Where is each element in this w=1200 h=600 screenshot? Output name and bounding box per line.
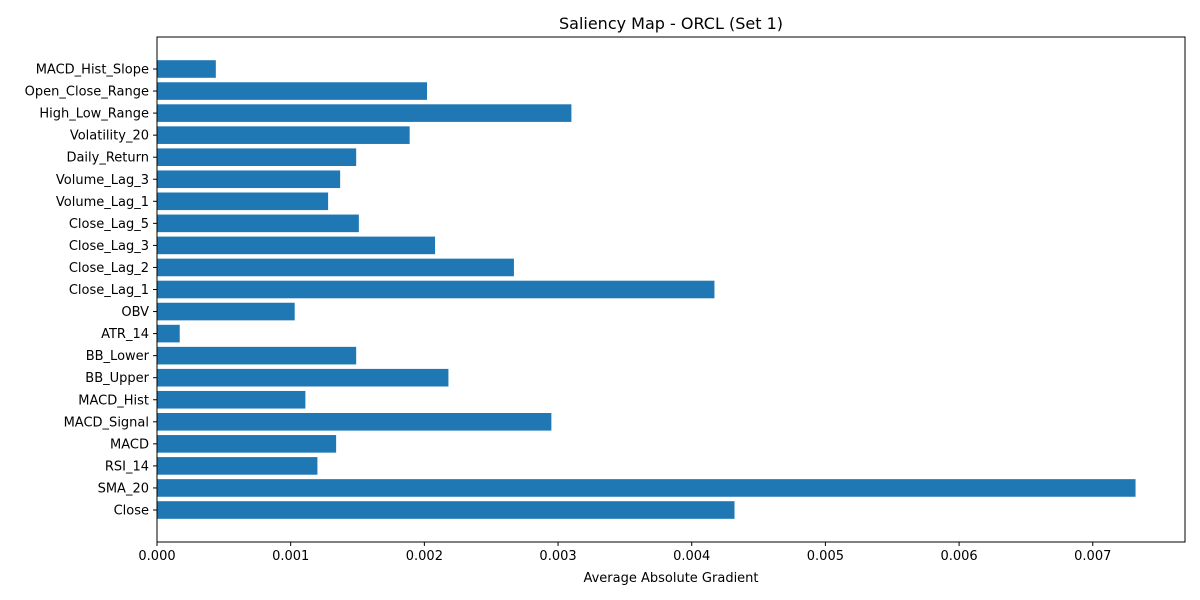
y-tick-label-close-lag-2: Close_Lag_2 (69, 261, 149, 276)
y-tick-label-high-low-range: High_Low_Range (39, 107, 149, 122)
bar-macd-hist (157, 390, 306, 409)
bar-close-lag-3 (157, 236, 436, 255)
y-tick-label-volume-lag-1: Volume_Lag_1 (56, 195, 149, 210)
bar-atr-14 (157, 324, 180, 343)
y-tick-label-sma-20: SMA_20 (98, 481, 149, 496)
x-tick-label: 0.002 (406, 549, 443, 564)
bar-close-lag-2 (157, 258, 514, 277)
y-tick-label-bb-upper: BB_Upper (85, 371, 149, 386)
y-axis-ticks: Close SMA_20 RSI_14 MACD MACD_Signal MACD_His… (25, 63, 157, 519)
bars-layer (157, 60, 1136, 519)
y-tick-label-volatility-20: Volatility_20 (70, 129, 149, 144)
y-tick-label-close-lag-1: Close_Lag_1 (69, 283, 149, 298)
plot-frame (156, 36, 1186, 543)
bar-close-lag-1 (157, 280, 715, 299)
y-tick-label-macd-hist: MACD_Hist (78, 393, 149, 408)
bar-bb-lower (157, 346, 357, 365)
y-tick-label-volume-lag-3: Volume_Lag_3 (56, 173, 149, 188)
bar-volume-lag-1 (157, 192, 329, 211)
y-tick-label-open-close-range: Open_Close_Range (25, 85, 149, 100)
y-tick-label-close-lag-5: Close_Lag_5 (69, 217, 149, 232)
bar-macd-hist-slope (157, 60, 216, 78)
bar-open-close-range (157, 82, 428, 100)
bar-obv (157, 302, 295, 321)
y-tick-label-close: Close (114, 504, 149, 519)
bar-volume-lag-3 (157, 170, 341, 189)
chart-title: Saliency Map - ORCL (Set 1) (559, 14, 783, 33)
bar-bb-upper (157, 368, 449, 387)
x-tick-label: 0.005 (807, 549, 844, 564)
bar-rsi-14 (157, 457, 318, 475)
bar-close-lag-5 (157, 214, 359, 233)
y-tick-label-rsi-14: RSI_14 (105, 459, 149, 474)
y-tick-label-daily-return: Daily_Return (66, 151, 149, 166)
y-tick-label-macd-signal: MACD_Signal (64, 415, 149, 430)
x-axis-ticks: 0.000 0.001 0.002 0.003 0.004 0.005 0.006 0.007 (138, 542, 1111, 564)
x-tick-label: 0.004 (673, 549, 710, 564)
x-tick-label: 0.000 (138, 549, 175, 564)
x-axis-title: Average Absolute Gradient (583, 571, 758, 586)
bar-volatility-20 (157, 126, 410, 144)
y-tick-label-macd-hist-slope: MACD_Hist_Slope (36, 63, 149, 78)
x-tick-label: 0.007 (1074, 549, 1111, 564)
x-tick-label: 0.001 (272, 549, 309, 564)
bar-close (157, 501, 735, 519)
y-tick-label-bb-lower: BB_Lower (86, 349, 150, 364)
bar-macd (157, 435, 337, 453)
y-tick-label-close-lag-3: Close_Lag_3 (69, 239, 149, 254)
y-tick-label-macd: MACD (110, 437, 149, 452)
bar-daily-return (157, 148, 357, 166)
bar-macd-signal (157, 413, 552, 431)
y-tick-label-atr-14: ATR_14 (101, 327, 149, 342)
bar-sma-20 (157, 479, 1136, 497)
x-tick-label: 0.006 (940, 549, 977, 564)
bar-high-low-range (157, 104, 572, 122)
x-tick-label: 0.003 (539, 549, 576, 564)
y-tick-label-obv: OBV (121, 305, 149, 320)
